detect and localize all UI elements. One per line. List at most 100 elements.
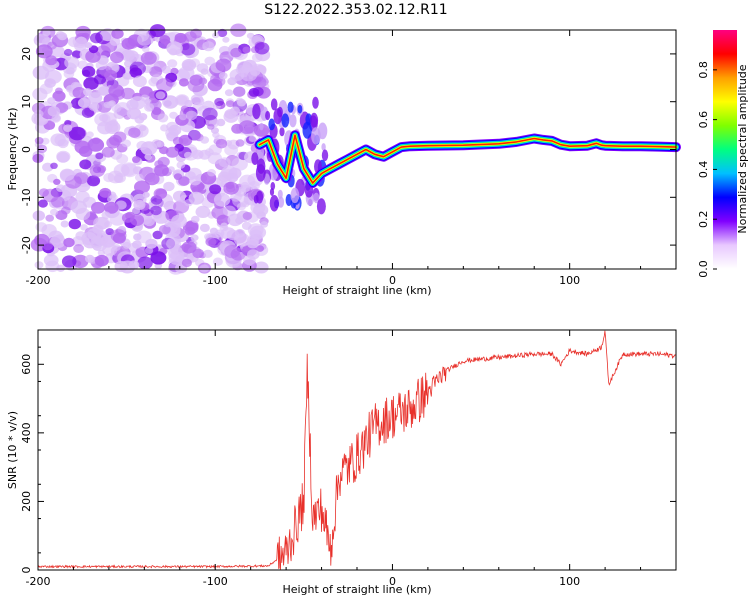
noise-blob: [61, 255, 77, 268]
noise-blob: [176, 161, 186, 169]
snr-y-tick-label: 600: [20, 354, 33, 375]
noise-blob: [227, 77, 237, 86]
snr-y-tick-label: 200: [20, 491, 33, 512]
noise-blob: [184, 151, 193, 159]
transition-blob: [289, 114, 297, 128]
noise-blob: [140, 51, 157, 65]
noise-blob: [218, 72, 228, 80]
noise-blob: [198, 77, 208, 85]
noise-blob: [114, 260, 128, 273]
transition-blob: [277, 106, 283, 118]
colorbar-label: Normalized spectral amplitude: [736, 64, 749, 233]
transition-blob: [290, 187, 300, 204]
noise-blob: [184, 99, 193, 107]
noise-blob: [120, 87, 135, 100]
noise-blob: [230, 106, 241, 115]
noise-blob: [192, 248, 204, 259]
noise-blob: [227, 213, 243, 227]
noise-blob: [60, 220, 69, 228]
noise-blob: [228, 167, 242, 179]
noise-blob: [218, 171, 231, 182]
noise-blob: [144, 172, 160, 186]
noise-blob: [243, 255, 256, 266]
noise-blob: [75, 207, 91, 221]
noise-blob: [235, 139, 245, 147]
noise-blob: [178, 78, 189, 87]
noise-blob: [225, 100, 235, 108]
noise-blob: [212, 131, 220, 138]
colorbar-tick-label: 0.4: [697, 161, 710, 179]
noise-blob: [156, 141, 165, 148]
transition-blob: [311, 127, 321, 145]
noise-blob: [107, 170, 123, 184]
snr-y-tick-label: 400: [20, 422, 33, 443]
noise-blob: [126, 107, 142, 120]
snr-x-tick-label: 100: [559, 575, 580, 588]
noise-blob: [167, 59, 178, 68]
noise-blob: [84, 42, 93, 49]
noise-blob: [236, 61, 251, 73]
noise-blob: [157, 113, 169, 123]
noise-blob: [55, 210, 68, 221]
noise-blob: [89, 32, 103, 44]
noise-blob: [56, 152, 70, 163]
noise-blob: [34, 261, 44, 269]
noise-blob: [104, 69, 118, 81]
transition-blob: [277, 189, 283, 199]
transition-blob: [255, 164, 266, 182]
noise-blob: [180, 43, 196, 56]
noise-blob: [99, 187, 112, 198]
transition-blob: [277, 196, 285, 208]
noise-blob: [179, 113, 188, 121]
noise-blob: [166, 237, 182, 250]
spectrogram-x-tick-label: -100: [203, 274, 228, 287]
noise-blob: [95, 152, 104, 160]
noise-blob: [122, 241, 131, 249]
noise-blob: [47, 97, 56, 105]
noise-blob: [191, 149, 204, 160]
noise-blob: [33, 109, 44, 118]
colorbar-tick-label: 0.6: [697, 111, 710, 129]
noise-blob: [91, 201, 106, 214]
noise-blob: [121, 37, 136, 50]
noise-blob: [164, 220, 173, 228]
noise-blob: [116, 154, 129, 164]
noise-blob: [199, 223, 210, 233]
noise-blob: [217, 28, 228, 38]
noise-blob: [81, 232, 98, 246]
noise-blob: [44, 78, 56, 88]
noise-blob: [101, 146, 115, 158]
noise-blob: [150, 251, 167, 265]
noise-blob: [233, 86, 246, 97]
noise-blob: [128, 127, 141, 138]
noise-blob: [222, 36, 230, 43]
noise-blob: [174, 69, 190, 82]
noise-blob: [159, 35, 171, 44]
noise-blob: [64, 56, 80, 69]
noise-blob: [34, 137, 44, 145]
noise-blob: [57, 32, 68, 41]
noise-blob: [169, 111, 178, 119]
noise-blob: [113, 131, 127, 143]
noise-blob: [81, 107, 94, 118]
transition-blob: [297, 104, 303, 114]
noise-blob: [136, 201, 144, 208]
noise-blob: [134, 180, 150, 194]
noise-blob: [202, 41, 215, 52]
transition-blob: [310, 112, 319, 128]
noise-blob: [85, 254, 95, 263]
noise-blob: [36, 144, 48, 154]
noise-blob: [203, 249, 213, 258]
noise-blob: [85, 49, 101, 63]
noise-blob: [153, 188, 167, 200]
noise-blob: [214, 229, 225, 238]
noise-blob: [82, 69, 91, 77]
colorbar-tick-label: 0.8: [697, 61, 710, 79]
noise-blob: [232, 193, 249, 208]
transition-blob: [265, 110, 271, 121]
noise-blob: [83, 88, 93, 96]
signal-track-layer-5: [258, 134, 677, 184]
noise-blob: [47, 41, 57, 50]
noise-blob: [168, 124, 182, 136]
noise-blob: [108, 100, 116, 107]
